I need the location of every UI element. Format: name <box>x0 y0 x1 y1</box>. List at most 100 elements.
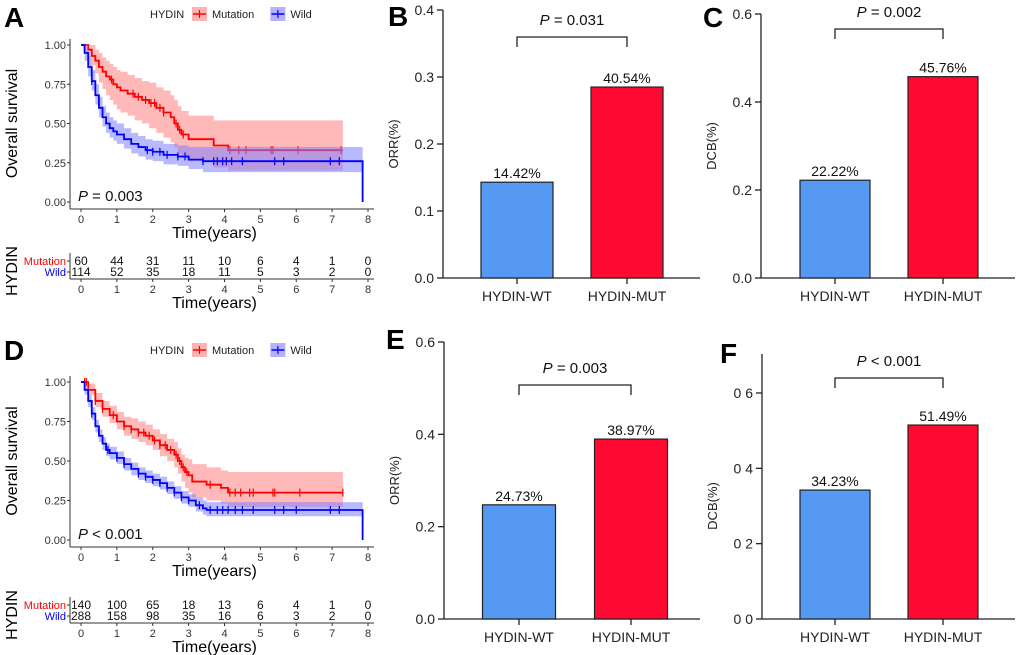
x-tick-label: 7 <box>329 214 335 226</box>
risk-count: 11 <box>182 254 195 268</box>
risk-count: 65 <box>146 598 160 612</box>
y-tick-label: 0.2 <box>415 136 435 152</box>
risk-x-tick-label: 7 <box>329 284 335 296</box>
y-axis-title: DCB(%) <box>704 122 719 170</box>
x-tick-label: 1 <box>114 552 120 564</box>
risk-row-label-mutation: Mutation <box>24 256 66 268</box>
risk-x-tick-label: 5 <box>257 284 263 296</box>
y-tick-label: 0.4 <box>416 426 436 442</box>
significance-bracket <box>834 377 944 388</box>
y-tick-label: 0.2 <box>416 519 436 535</box>
x-tick-label: 3 <box>186 552 192 564</box>
y-tick-label: 0.3 <box>415 69 435 85</box>
risk-x-tick-label: 2 <box>150 628 156 640</box>
p-symbol: P <box>540 12 550 29</box>
bar-chart-c: 0.0 0.2 0.4 0.6 DCB(%) 22.22% HYDIN-WT 45.76% HY… <box>704 4 1015 304</box>
risk-x-tick-label: 6 <box>293 628 299 640</box>
bar-value-label: 14.42% <box>493 165 540 181</box>
risk-x-axis-title: Time(years) <box>172 639 257 655</box>
bar-chart-f: 0 0 0 2 0 4 0 6 DCB(%) 34.23% HYDIN-WT 51.49% HY… <box>705 353 1015 645</box>
risk-x-tick-label: 6 <box>293 284 299 296</box>
risk-x-tick-label: 8 <box>365 284 371 296</box>
legend-label-wild: Wild <box>290 345 311 357</box>
risk-x-tick-label: 2 <box>150 284 156 296</box>
bar-hydin-mut <box>907 76 979 279</box>
y-tick-label: 0 4 <box>734 460 754 476</box>
risk-x-tick-label: 3 <box>186 628 192 640</box>
x-tick-label: 4 <box>221 552 227 564</box>
risk-count: 44 <box>110 254 124 268</box>
risk-x-tick-label: 1 <box>114 284 120 296</box>
x-tick-label: HYDIN-MUT <box>904 288 983 304</box>
p-symbol: P <box>857 4 867 21</box>
bar-hydin-wt <box>481 504 557 620</box>
y-tick-label: 0.50 <box>45 456 66 468</box>
bar-hydin-wt <box>480 181 554 279</box>
p-symbol: P <box>78 188 88 205</box>
x-tick-label: 6 <box>293 214 299 226</box>
risk-count: 158 <box>107 609 127 623</box>
y-tick-label: 0.0 <box>415 270 435 286</box>
risk-x-tick-label: 3 <box>186 284 192 296</box>
p-value-label: P = 0.002 <box>857 4 922 21</box>
y-axis-title: Overall survival <box>4 406 21 515</box>
legend-title: HYDIN <box>150 345 184 357</box>
risk-count: 2 <box>329 265 336 279</box>
risk-count: 6 <box>257 598 264 612</box>
p-value-label: P = 0.003 <box>543 360 608 377</box>
y-tick-label: 0.0 <box>416 611 436 627</box>
risk-count: 100 <box>107 598 127 612</box>
risk-x-tick-label: 5 <box>257 628 263 640</box>
risk-count: 6 <box>257 254 264 268</box>
panel-letter-e: E <box>386 324 405 355</box>
p-value-label: P = 0.031 <box>540 12 605 29</box>
legend-label-wild: Wild <box>290 9 311 21</box>
risk-count: 18 <box>182 598 196 612</box>
x-tick-label: HYDIN-WT <box>484 629 554 645</box>
risk-count: 288 <box>71 609 91 623</box>
y-tick-label: 0.75 <box>45 79 66 91</box>
risk-row-label-wild: Wild <box>45 611 66 623</box>
risk-table-title: HYDIN <box>4 590 21 640</box>
x-tick-label: 2 <box>150 552 156 564</box>
x-tick-label: HYDIN-WT <box>800 629 870 645</box>
risk-count: 140 <box>71 598 91 612</box>
ci-band-mutation <box>81 45 343 171</box>
ci-band-wild <box>81 382 363 517</box>
y-tick-label: 0.25 <box>45 496 66 508</box>
p-value-label: P = 0.003 <box>78 188 143 205</box>
risk-count: 1 <box>329 254 336 268</box>
y-tick-label: 0 2 <box>734 536 754 552</box>
x-tick-label: HYDIN-WT <box>800 288 870 304</box>
ci-band-wild <box>81 45 363 173</box>
risk-count: 16 <box>218 609 232 623</box>
risk-count: 18 <box>182 265 196 279</box>
x-tick-label: 5 <box>257 214 263 226</box>
risk-count: 3 <box>293 609 300 623</box>
risk-count: 0 <box>365 609 372 623</box>
bar-chart-b: 0.0 0.1 0.2 0.3 0.4 ORR(%) 14.42% HYDIN-WT 40.54… <box>386 2 700 304</box>
y-tick-label: 0 6 <box>734 385 754 401</box>
legend-label-mutation: Mutation <box>212 9 254 21</box>
p-value-label: P < 0.001 <box>857 353 922 370</box>
risk-count: 114 <box>71 265 90 279</box>
y-tick-label: 0.25 <box>45 158 66 170</box>
x-tick-label: 7 <box>329 552 335 564</box>
risk-count: 98 <box>146 609 160 623</box>
p-symbol: P <box>857 353 867 370</box>
risk-count: 52 <box>110 265 124 279</box>
bar-value-label: 45.76% <box>919 60 966 76</box>
significance-bracket <box>518 384 632 395</box>
survival-curve-wild <box>81 381 364 540</box>
x-tick-label: HYDIN-WT <box>482 288 552 304</box>
x-axis-title: Time(years) <box>172 225 257 242</box>
risk-count: 35 <box>146 265 160 279</box>
legend-title: HYDIN <box>150 9 184 21</box>
x-tick-label: 5 <box>257 552 263 564</box>
y-tick-label: 0.75 <box>45 417 66 429</box>
y-tick-label: 0.50 <box>45 119 66 131</box>
risk-x-axis-title: Time(years) <box>172 295 257 312</box>
p-value-text: < 0.001 <box>867 353 922 370</box>
